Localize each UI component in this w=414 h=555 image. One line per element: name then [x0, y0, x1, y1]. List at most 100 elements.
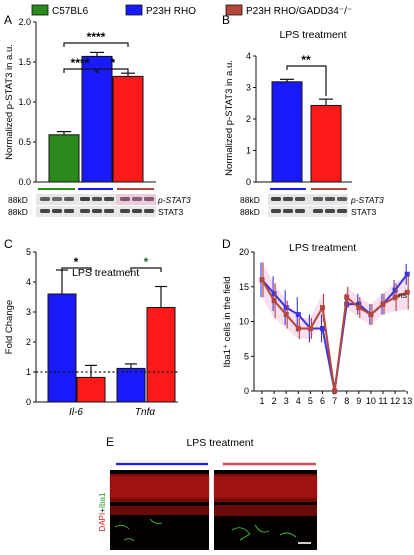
chart-d-x-tick-label: 12 — [390, 396, 400, 406]
chart-d-annotation: ns — [398, 290, 407, 300]
panel-letter-a: A — [4, 13, 12, 27]
chart-c-category-label: Tnfα — [135, 407, 155, 418]
chart-c-blue-0-bar — [47, 293, 77, 403]
micrograph-right-microglia — [231, 524, 297, 541]
blot-a-band-stat3 — [80, 209, 90, 213]
chart-a-0-bar — [48, 134, 80, 183]
chart-c-blue-1-bar — [116, 367, 146, 403]
blot-a-band-pstat3 — [52, 197, 62, 201]
chart-a-bracket-right — [97, 68, 129, 73]
blot-b-band-pstat3 — [295, 197, 305, 201]
chart-d-x-tick-label: 7 — [332, 396, 337, 406]
chart-d-x-tick-label: 13 — [402, 396, 412, 406]
chart-d-series1-point — [356, 305, 362, 311]
micrograph-right-onl-core — [214, 476, 317, 498]
chart-c: LPS treatment 0 1 2 3 4 5 Fold Change Il-6 Tnfα * * — [4, 247, 180, 418]
legend-swatch-c57bl6 — [31, 4, 49, 16]
chart-a-sig-right: * — [111, 56, 116, 70]
blot-a-band-pstat3 — [144, 197, 154, 201]
chart-d-series1-point — [259, 277, 265, 283]
blot-b-band-pstat3 — [271, 197, 281, 201]
chart-d-x-tick-label: 9 — [356, 396, 361, 406]
legend-label-p23h: P23H RHO — [146, 6, 196, 17]
chart-a-y-tick-label: 1.5 — [18, 57, 31, 67]
blot-b-band-stat3 — [337, 209, 347, 213]
chart-d-x-tick-label: 8 — [344, 396, 349, 406]
blot-b-band-pstat3 — [325, 197, 335, 201]
chart-d-x-tick-label: 1 — [259, 396, 264, 406]
chart-c-bracket-tnf — [130, 267, 162, 272]
chart-c-y-tick-label: 0 — [26, 397, 31, 407]
chart-c-ylabel: Fold Change — [4, 300, 15, 354]
chart-b-y-tick-label: 0 — [246, 177, 251, 187]
chart-c-sig-il6: * — [74, 255, 79, 269]
chart-a: 0.0 0.5 1.0 1.5 2.0 Normalized p-STAT3 in a.u… — [4, 17, 156, 187]
blot-a-label1: p-STAT3 — [157, 195, 191, 205]
chart-d-series1-point — [307, 325, 313, 331]
chart-d-x-tick-label: 5 — [308, 396, 313, 406]
chart-d-series1-point — [320, 305, 325, 311]
blot-a-mw2: 88kD — [8, 207, 28, 217]
blot-b-strip-pstat3 — [268, 194, 348, 205]
blot-a-highlight — [116, 194, 156, 205]
chart-c-bracket-il6 — [61, 267, 92, 272]
blot-a-band-pstat3 — [40, 197, 50, 201]
chart-d-series0-point — [271, 291, 277, 297]
chart-d-x-tick-label: 6 — [320, 396, 325, 406]
legend-swatch-gadd34 — [225, 4, 243, 16]
blot-b-label2: STAT3 — [351, 207, 376, 217]
blot-a-label2: STAT3 — [158, 207, 183, 217]
chart-a-2-bar — [112, 75, 144, 183]
chart-a-y-tick-label: 2.0 — [18, 17, 31, 27]
chart-a-y-tick-label: 0.5 — [18, 137, 31, 147]
panel-letter-e: E — [106, 435, 114, 449]
blot-a-band-pstat3 — [80, 197, 90, 201]
chart-c-title: LPS treatment — [72, 267, 139, 279]
legend-swatch-p23h — [125, 4, 143, 16]
chart-b-y-tick-label: 2 — [246, 114, 251, 124]
micrograph-right — [214, 470, 317, 550]
chart-d-x-tick-label: 4 — [296, 396, 301, 406]
chart-d-series1-point — [295, 325, 301, 331]
chart-d-series1-point — [332, 388, 338, 394]
stain-iba1: Iba1 — [98, 492, 107, 508]
blot-a-band-stat3 — [120, 209, 130, 213]
chart-d-series1-point — [368, 312, 374, 318]
chart-a-bracket-outer — [63, 42, 129, 47]
legend: C57BL6 P23H RHO P23H RHO/GADD34⁻/⁻ — [31, 4, 352, 17]
chart-d-x-tick-label: 2 — [272, 396, 277, 406]
blot-b-mw1: 88kD — [240, 195, 260, 205]
blot-b-band-stat3 — [271, 209, 281, 213]
micrograph-left — [110, 470, 209, 550]
chart-b: LPS treatment 0 1 2 3 4 Normalized p-STAT3 in … — [224, 29, 352, 187]
chart-d-series1-point — [404, 289, 410, 295]
chart-d-series0-point — [295, 312, 301, 318]
chart-c-y-tick-label: 4 — [26, 277, 31, 287]
blot-b-band-stat3 — [295, 209, 305, 213]
panel-letter-d: D — [222, 237, 231, 251]
chart-c-category-label: Il-6 — [69, 407, 83, 418]
blot-a-band-stat3 — [144, 209, 154, 213]
chart-d-series1-point — [392, 294, 398, 300]
chart-c-y-tick-label: 5 — [26, 247, 31, 257]
stain-dapi: DAPI — [98, 513, 107, 532]
chart-b-title: LPS treatment — [279, 29, 346, 41]
chart-b-y-tick-label: 4 — [246, 51, 251, 61]
panel-letter-b: B — [222, 13, 230, 27]
chart-a-ylabel: Normalized p-STAT3 in a.u. — [4, 44, 15, 160]
chart-b-0-bar — [271, 81, 303, 183]
legend-label-c57bl6: C57BL6 — [52, 6, 89, 17]
chart-c-y-tick-label: 2 — [26, 337, 31, 347]
blot-a-band-pstat3 — [64, 197, 74, 201]
blot-a-band-pstat3 — [120, 197, 130, 201]
chart-d-x-tick-label: 3 — [284, 396, 289, 406]
micrograph-left-onl-core — [110, 476, 209, 498]
chart-b-bracket — [286, 65, 327, 96]
chart-b-y-tick-label: 3 — [246, 83, 251, 93]
chart-d-series0-point — [283, 305, 289, 311]
blot-a-band-pstat3 — [132, 197, 142, 201]
chart-a-y-tick-label: 1.0 — [18, 97, 31, 107]
blot-a-mw1: 88kD — [8, 195, 28, 205]
blot-a-band-stat3 — [40, 209, 50, 213]
